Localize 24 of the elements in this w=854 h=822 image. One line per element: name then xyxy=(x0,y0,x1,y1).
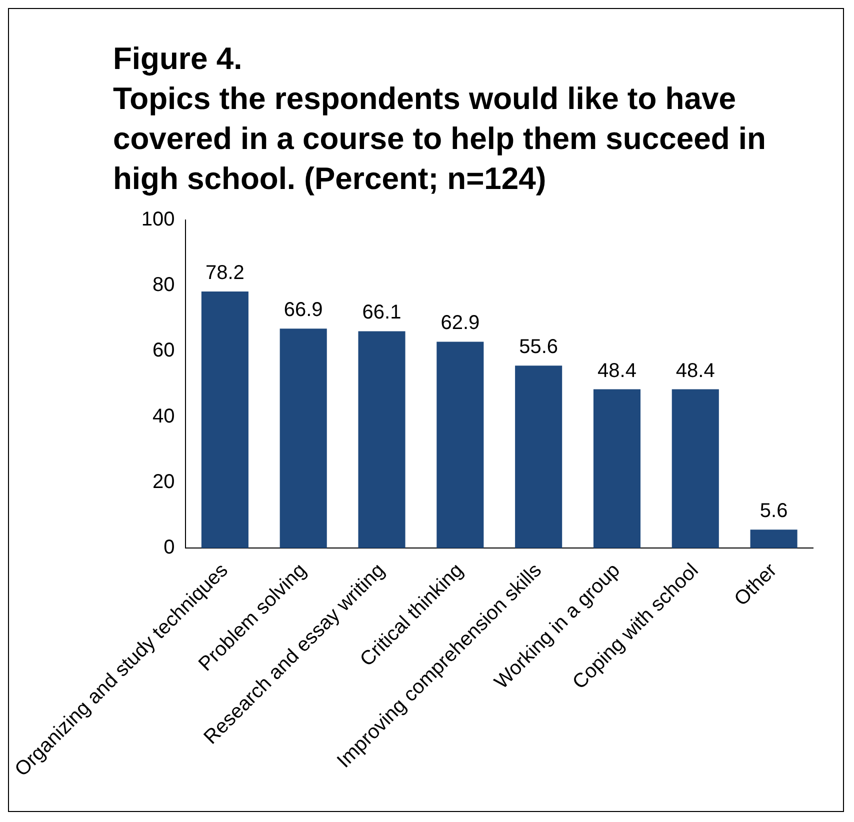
data-label: 48.4 xyxy=(676,360,715,382)
data-label: 66.9 xyxy=(284,299,323,322)
bar xyxy=(593,389,641,548)
bar xyxy=(436,342,484,548)
bar xyxy=(201,292,248,548)
bar xyxy=(672,389,719,548)
y-tick-label: 80 xyxy=(152,274,175,296)
bar xyxy=(358,331,406,548)
y-tick-label: 60 xyxy=(152,340,175,362)
chart-title: Figure 4. xyxy=(113,40,244,78)
bar xyxy=(750,530,798,548)
y-tick-label: 40 xyxy=(152,405,175,428)
y-tick-label: 0 xyxy=(164,536,175,559)
data-label: 78.2 xyxy=(205,262,244,284)
data-label: 5.6 xyxy=(760,500,788,522)
data-label: 48.4 xyxy=(598,360,636,382)
data-label: 66.1 xyxy=(362,302,402,324)
bar xyxy=(515,366,562,548)
chart-subtitle: Topics the respondents would like to have covered in a course to help them succeed in high school. (Percent; n=124) xyxy=(113,80,767,198)
y-tick-label: 20 xyxy=(152,470,175,493)
data-label: 62.9 xyxy=(440,312,480,334)
data-label: 55.6 xyxy=(519,336,558,358)
y-tick-label: 100 xyxy=(141,208,175,231)
bar xyxy=(280,328,327,548)
